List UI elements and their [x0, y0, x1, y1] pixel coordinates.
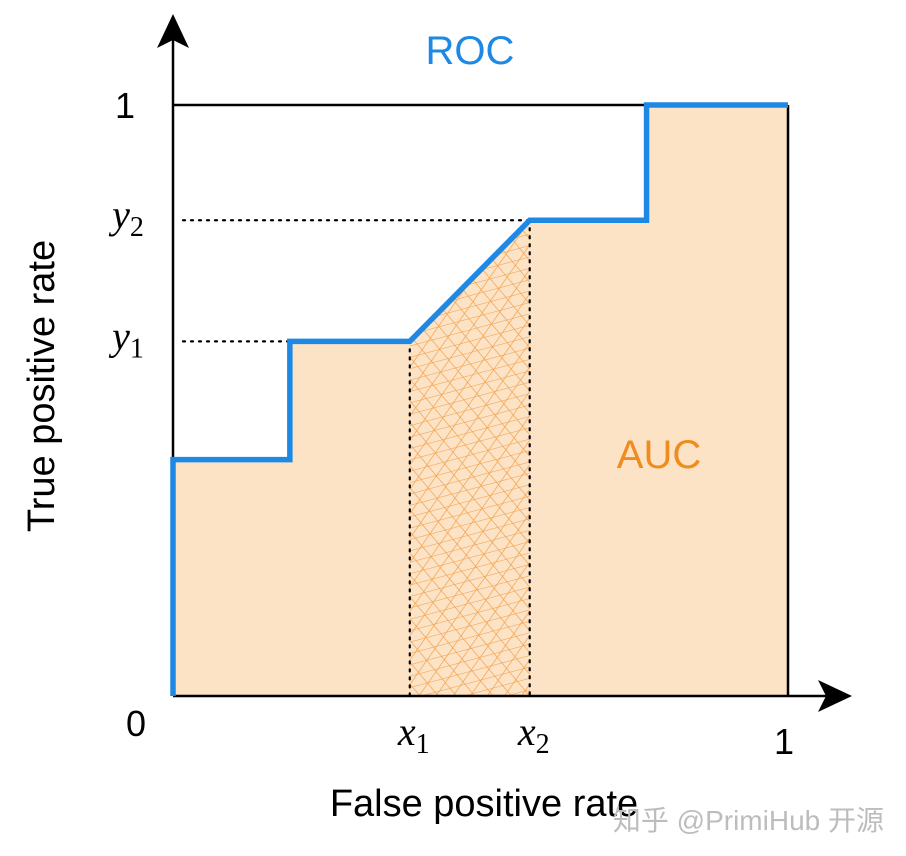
x-axis-label: False positive rate: [330, 783, 638, 825]
chart-title: ROC: [426, 29, 515, 73]
roc-curve: [170, 102, 788, 696]
y-axis-arrow-icon: [157, 14, 189, 48]
origin-label: 0: [126, 703, 146, 744]
dotted-guides: [181, 219, 531, 698]
y-max-tick-label: 1: [115, 85, 135, 126]
y-marker-label-2: y2: [108, 192, 144, 243]
y-marker-labels: y1 y2: [108, 192, 144, 364]
auc-label: AUC: [617, 433, 701, 477]
watermark: 知乎 @PrimiHub 开源: [613, 805, 884, 836]
x-marker-label-1: x1: [397, 709, 430, 760]
y-axis-label: True positive rate: [21, 240, 63, 532]
x-marker-labels: x1 x2: [397, 709, 550, 760]
x-marker-label-2: x2: [517, 709, 550, 760]
x-max-tick-label: 1: [774, 721, 794, 762]
hatched-region: [409, 220, 530, 696]
x-axis-arrow-icon: [818, 680, 852, 712]
y-marker-label-1: y1: [108, 313, 144, 364]
